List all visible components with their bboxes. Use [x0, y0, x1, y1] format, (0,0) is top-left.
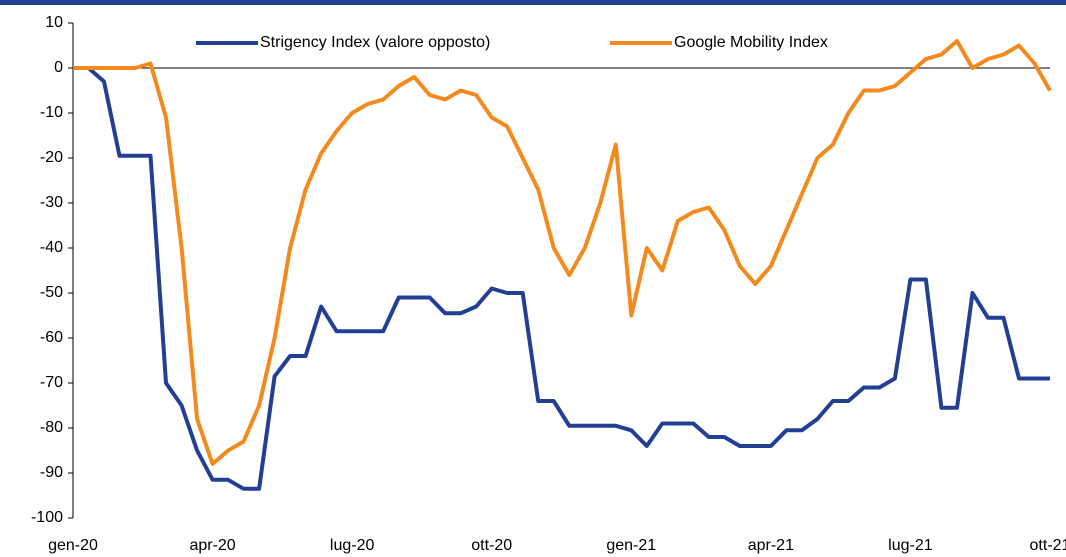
y-tick-label: -80	[40, 419, 63, 436]
y-tick-label: -50	[40, 284, 63, 301]
x-tick-label: ott-20	[471, 537, 512, 554]
y-tick-label: -30	[40, 194, 63, 211]
x-tick-label: gen-21	[606, 537, 656, 554]
series-line	[73, 66, 1050, 491]
legend-label: Google Mobility Index	[674, 34, 828, 51]
x-tick-label: gen-20	[48, 537, 98, 554]
y-tick-label: -100	[31, 509, 63, 526]
x-tick-label: lug-21	[888, 537, 933, 554]
x-tick-label: lug-20	[330, 537, 375, 554]
y-tick-label: 10	[45, 14, 63, 31]
y-tick-label: -70	[40, 374, 63, 391]
top-band	[0, 0, 1066, 5]
y-tick-label: -20	[40, 149, 63, 166]
y-tick-label: -40	[40, 239, 63, 256]
legend-label: Strigency Index (valore opposto)	[260, 34, 490, 51]
series-line	[73, 39, 1052, 466]
x-tick-label: apr-21	[748, 537, 794, 554]
x-tick-label: ott-21	[1030, 537, 1066, 554]
y-tick-label: 0	[54, 59, 63, 76]
y-tick-label: -90	[40, 464, 63, 481]
y-tick-label: -60	[40, 329, 63, 346]
y-tick-label: -10	[40, 104, 63, 121]
x-tick-label: apr-20	[189, 537, 235, 554]
